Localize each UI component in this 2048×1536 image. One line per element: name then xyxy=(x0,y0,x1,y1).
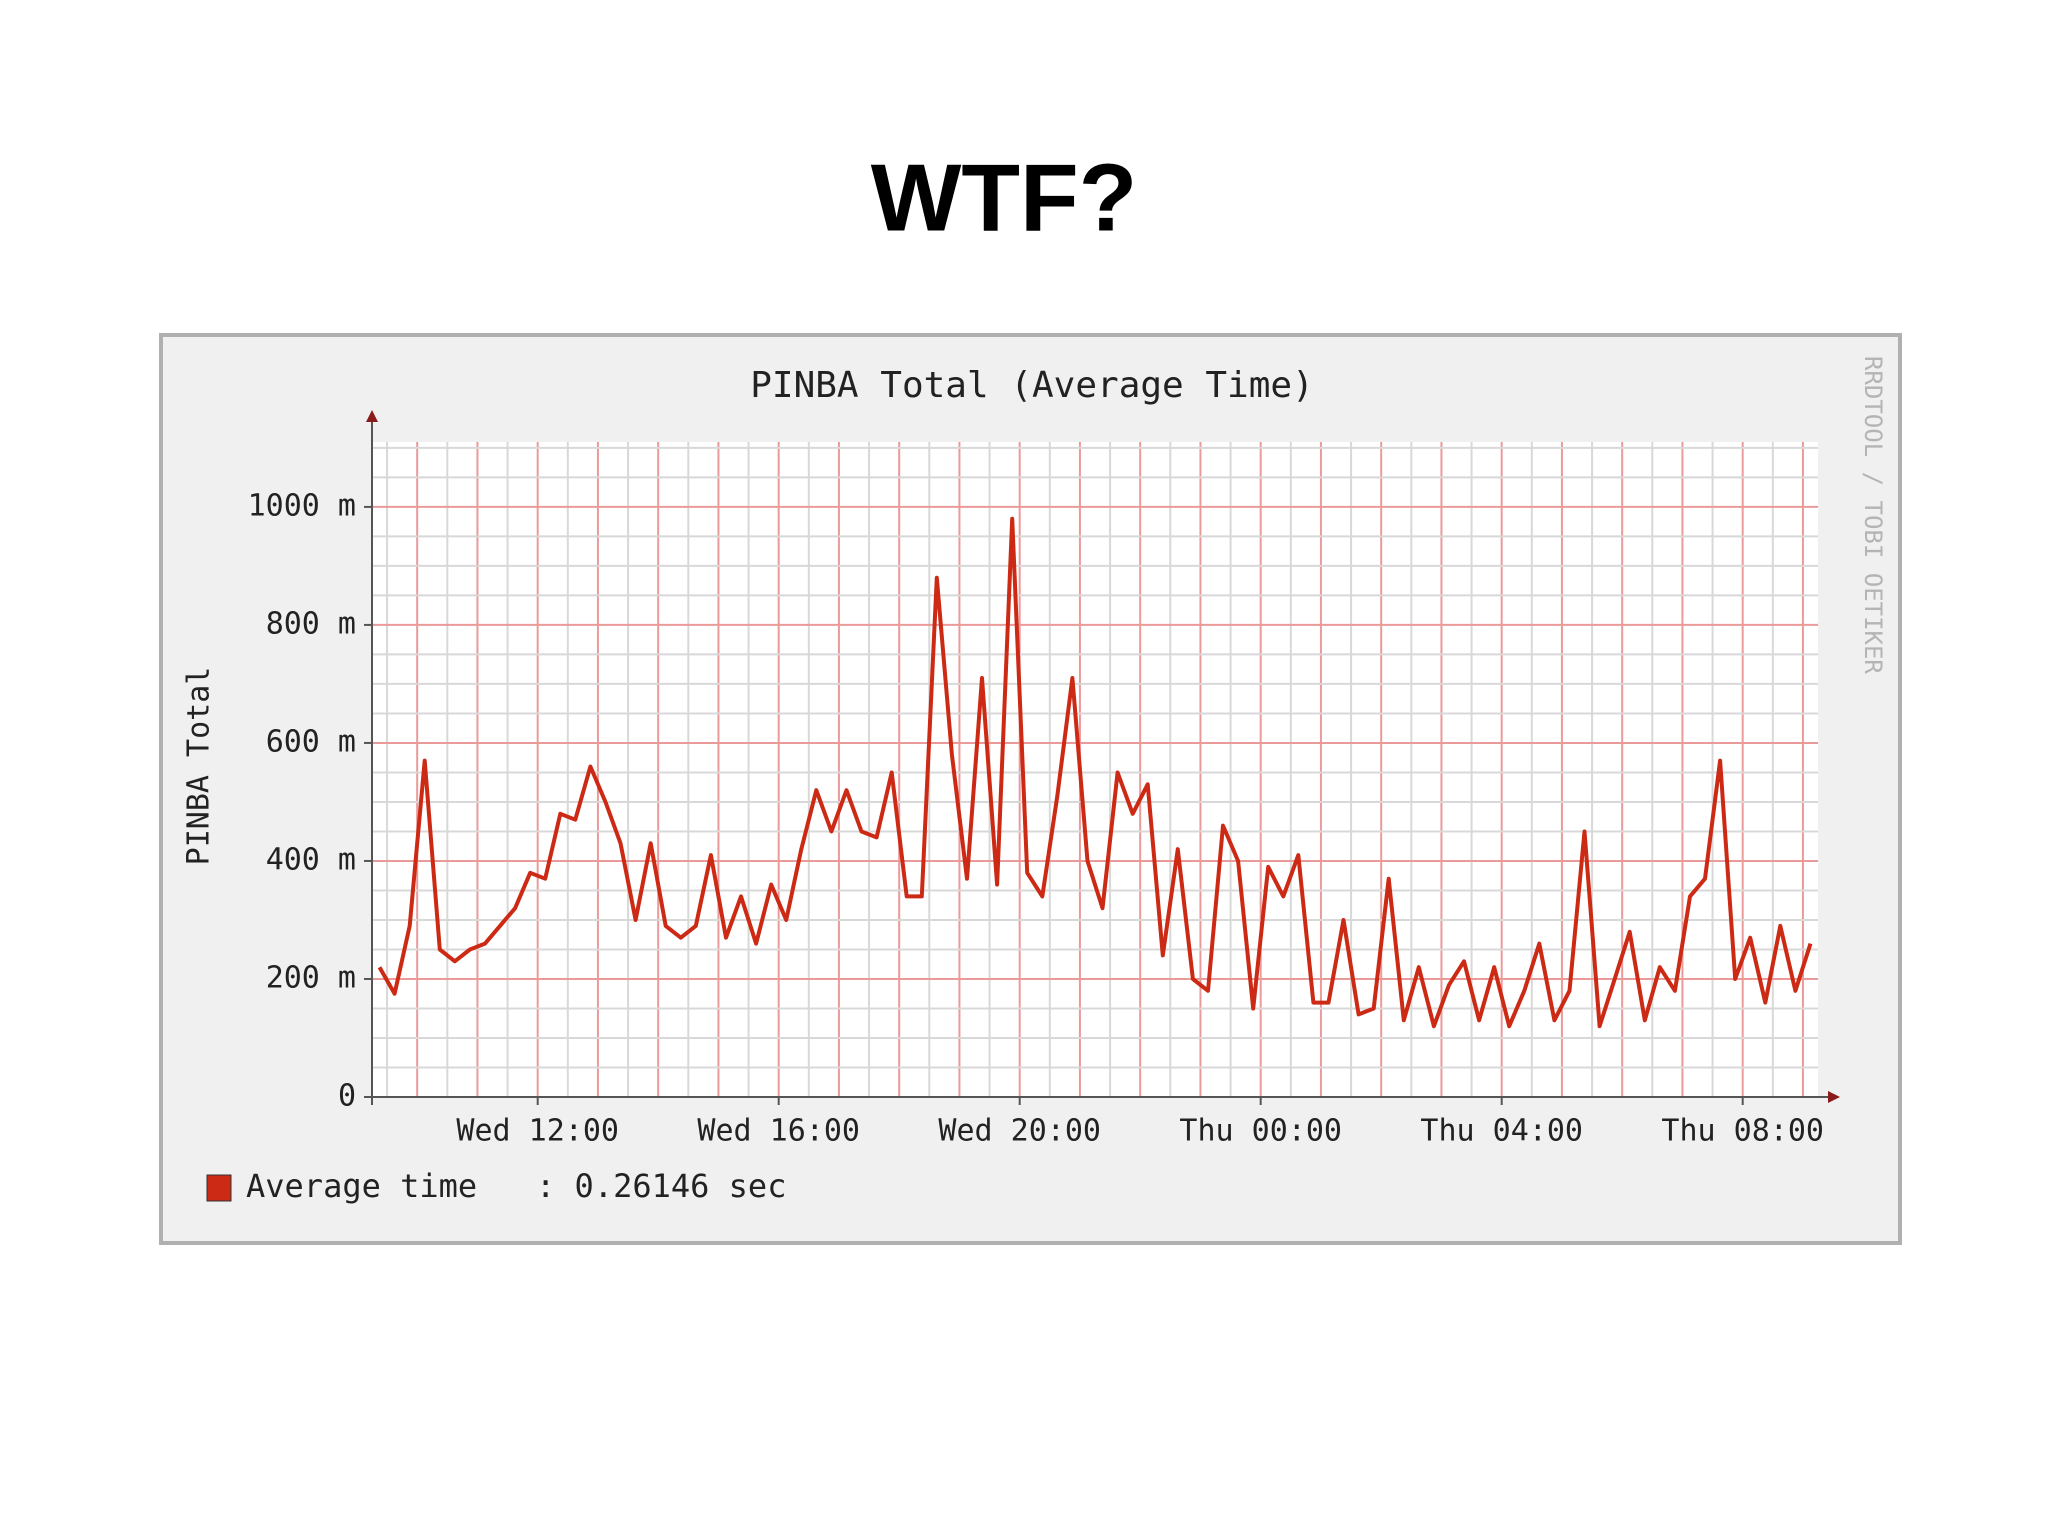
legend-label: Average time xyxy=(246,1167,477,1205)
x-tick-label: Wed 12:00 xyxy=(456,1114,619,1149)
watermark: RRDTOOL / TOBI OETIKER xyxy=(1859,356,1887,674)
y-tick-label: 200 m xyxy=(266,960,356,995)
x-axis-arrow xyxy=(1828,1091,1840,1103)
x-tick-label: Wed 20:00 xyxy=(938,1114,1101,1149)
marks xyxy=(377,516,1813,1029)
y-tick-label: 800 m xyxy=(266,606,356,641)
legend-swatch xyxy=(206,1174,232,1202)
y-tick-label: 400 m xyxy=(266,842,356,877)
plot-area xyxy=(372,442,1818,1097)
y-tick-label: 0 xyxy=(338,1079,356,1114)
chart-title: PINBA Total (Average Time) xyxy=(750,365,1314,406)
y-axis-arrow xyxy=(366,410,378,422)
slide-title: WTF? xyxy=(871,144,1138,251)
y-tick-label: 1000 m xyxy=(248,488,356,523)
series-line xyxy=(377,516,1813,1029)
x-tick-label: Thu 04:00 xyxy=(1420,1114,1583,1149)
x-tick-label: Thu 08:00 xyxy=(1661,1114,1824,1149)
y-axis-label: PINBA Total xyxy=(182,667,217,866)
y-tick-label: 600 m xyxy=(266,724,356,759)
x-tick-label: Thu 00:00 xyxy=(1179,1114,1342,1149)
x-tick-label: Wed 16:00 xyxy=(697,1114,860,1149)
legend-value: : 0.26146 sec xyxy=(536,1167,786,1205)
